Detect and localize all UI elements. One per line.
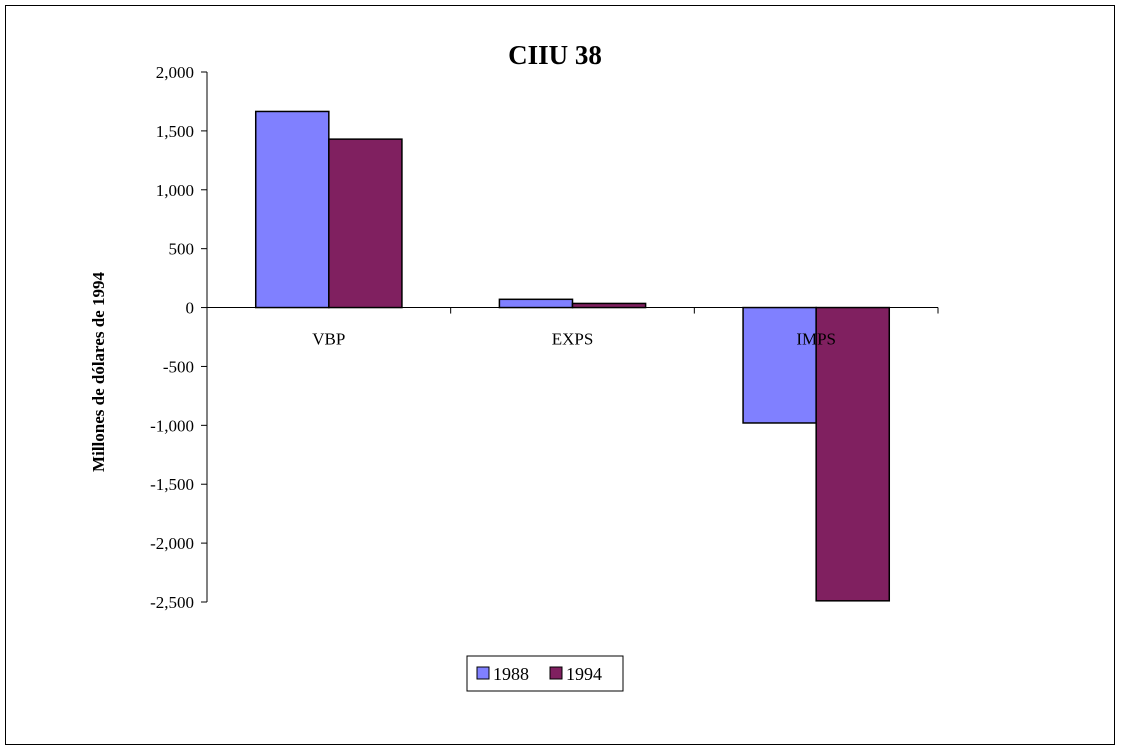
y-tick-label: -1,500 [150, 475, 194, 494]
bar-1994-EXPS [571, 302, 647, 309]
legend-label: 1988 [493, 664, 529, 684]
bar-1994-VBP [328, 138, 403, 309]
bar-1994-IMPS [815, 306, 891, 602]
bar-1988-EXPS [498, 298, 574, 309]
legend-swatch-1988 [476, 666, 490, 680]
plot-area: 2,000 1,500 1,000 500 0 -500 -1,000 -1,500 -2,00… [150, 63, 939, 612]
category-label: IMPS [796, 330, 836, 349]
y-tick-label: 2,000 [156, 63, 194, 82]
y-tick-label: -2,500 [150, 593, 194, 612]
chart-title: CIIU 38 [508, 40, 602, 70]
y-axis-label: Millones de dólares de 1994 [89, 272, 108, 472]
category-label: VBP [312, 330, 345, 349]
legend-label: 1994 [566, 664, 602, 684]
y-tick-label: 0 [186, 299, 195, 318]
legend: 1988 1994 [466, 655, 624, 692]
chart-frame [5, 5, 1115, 745]
category-label: EXPS [552, 330, 594, 349]
y-tick-label: 1,500 [156, 122, 194, 141]
y-tick-label: 1,000 [156, 181, 194, 200]
y-tick-label: -1,000 [150, 416, 194, 435]
bar-1988-VBP [254, 110, 330, 309]
y-tick-label: 500 [169, 240, 195, 259]
legend-box [466, 655, 624, 692]
y-tick-label: -500 [163, 357, 194, 376]
bar-1988-IMPS [742, 306, 817, 424]
y-tick-label: -2,000 [150, 534, 194, 553]
legend-swatch-1994 [549, 666, 563, 680]
